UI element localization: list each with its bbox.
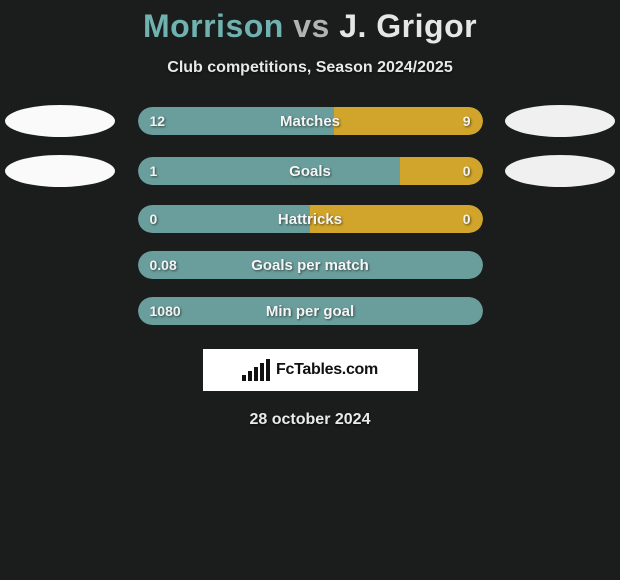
- subtitle: Club competitions, Season 2024/2025: [167, 59, 452, 77]
- vs-text: vs: [293, 8, 330, 44]
- stat-bar: Goals per match0.08: [138, 251, 483, 279]
- player1-fill: [138, 297, 483, 325]
- stat-row: Goals10: [0, 155, 620, 187]
- comparison-card: Morrison vs J. Grigor Club competitions,…: [0, 0, 620, 580]
- icon-bar: [260, 363, 264, 381]
- stat-bar: Goals10: [138, 157, 483, 185]
- player2-fill: [334, 107, 482, 135]
- player2-fill: [310, 205, 483, 233]
- player1-marker: [5, 155, 115, 187]
- stats-rows: Matches129 Goals10 Hattricks00 Goals per ma…: [0, 105, 620, 325]
- player1-marker: [5, 105, 115, 137]
- stat-row: Goals per match0.08: [0, 251, 620, 279]
- badge-text: FcTables.com: [276, 361, 378, 379]
- player1-fill: [138, 157, 400, 185]
- player2-name: J. Grigor: [339, 8, 477, 44]
- stat-row: Min per goal1080: [0, 297, 620, 325]
- stat-row: Matches129: [0, 105, 620, 137]
- icon-bar: [248, 371, 252, 381]
- bar-chart-icon: [242, 359, 270, 381]
- fctables-badge[interactable]: FcTables.com: [203, 349, 418, 391]
- icon-bar: [266, 359, 270, 381]
- icon-bar: [254, 367, 258, 381]
- date-text: 28 october 2024: [250, 411, 371, 429]
- icon-bar: [242, 375, 246, 381]
- stat-bar: Matches129: [138, 107, 483, 135]
- player1-fill: [138, 251, 483, 279]
- player2-fill: [400, 157, 483, 185]
- player1-name: Morrison: [143, 8, 284, 44]
- stat-row: Hattricks00: [0, 205, 620, 233]
- player1-fill: [138, 205, 311, 233]
- stat-bar: Min per goal1080: [138, 297, 483, 325]
- player1-fill: [138, 107, 335, 135]
- player2-marker: [505, 155, 615, 187]
- stat-bar: Hattricks00: [138, 205, 483, 233]
- page-title: Morrison vs J. Grigor: [143, 8, 477, 45]
- player2-marker: [505, 105, 615, 137]
